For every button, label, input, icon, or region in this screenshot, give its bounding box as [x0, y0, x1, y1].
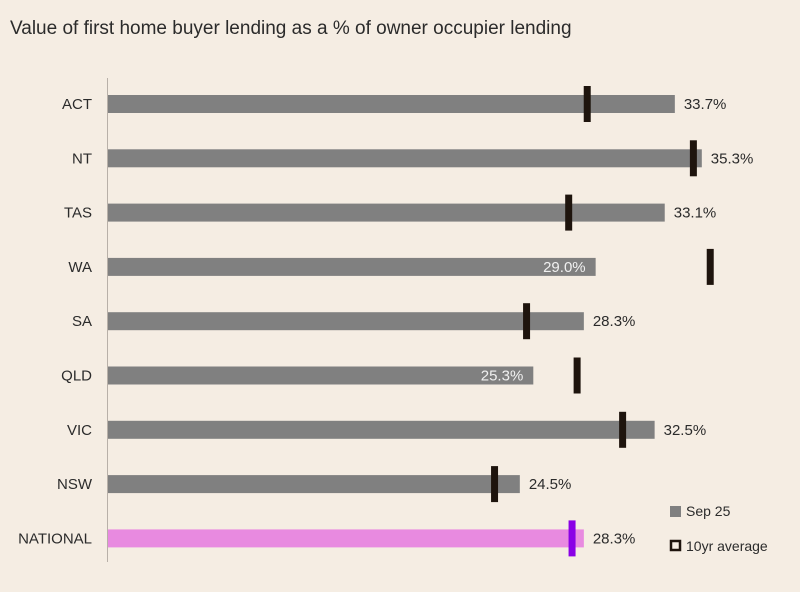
chart-marks: ACT 33.7% NT 35.3% TAS 33.1% WA 29.0% SA 28.3% QLD…: [18, 86, 754, 557]
value-label-tas: 33.1%: [674, 205, 717, 222]
bar-vic: [108, 420, 655, 439]
category-label-qld: QLD: [61, 368, 92, 385]
chart-title: Value of first home buyer lending as a %…: [10, 18, 572, 39]
bar-wa: [108, 257, 596, 276]
bar-qld: [108, 366, 534, 385]
average-marker-sa: [523, 303, 531, 340]
bar-tas: [108, 203, 665, 222]
legend: Sep 25 10yr average: [669, 503, 768, 554]
average-marker-qld: [573, 357, 581, 394]
value-label-act: 33.7%: [684, 96, 727, 113]
average-marker-nsw: [491, 466, 499, 503]
legend-swatch-sep25: [670, 506, 681, 517]
value-label-sa: 28.3%: [593, 313, 636, 330]
bar-sa: [108, 312, 584, 331]
value-label-nsw: 24.5%: [529, 476, 572, 493]
bar-nsw: [108, 475, 520, 494]
category-label-act: ACT: [62, 96, 92, 113]
category-label-sa: SA: [72, 313, 92, 330]
category-label-tas: TAS: [64, 205, 92, 222]
average-marker-wa: [706, 248, 714, 285]
bar-nt: [108, 149, 702, 168]
average-marker-tas: [565, 194, 573, 231]
average-marker-vic: [619, 411, 627, 448]
average-marker-national: [568, 520, 576, 557]
category-label-wa: WA: [68, 259, 92, 276]
category-label-vic: VIC: [67, 422, 92, 439]
value-label-national: 28.3%: [593, 530, 636, 547]
legend-label-10yr-average: 10yr average: [686, 538, 768, 554]
legend-label-sep25: Sep 25: [686, 503, 731, 519]
value-label-qld: 25.3%: [481, 368, 524, 385]
value-label-wa: 29.0%: [543, 259, 586, 276]
legend-swatch-10yr-average: [669, 539, 682, 552]
average-marker-nt: [689, 140, 697, 177]
category-label-nsw: NSW: [57, 476, 93, 493]
average-marker-act: [583, 86, 591, 122]
value-label-vic: 32.5%: [664, 422, 707, 439]
bar-national: [108, 529, 584, 548]
category-label-national: NATIONAL: [18, 530, 92, 547]
value-label-nt: 35.3%: [711, 150, 754, 167]
bar-act: [108, 95, 675, 113]
category-label-nt: NT: [72, 150, 92, 167]
